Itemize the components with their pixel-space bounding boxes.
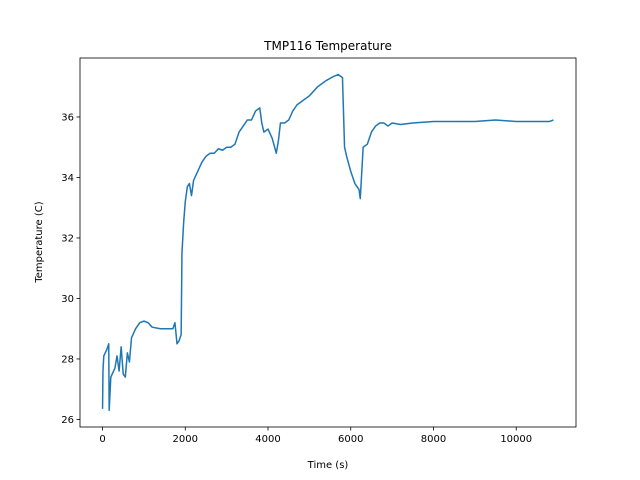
- y-tick-label: 34: [61, 173, 74, 184]
- x-tick-label: 10000: [500, 434, 532, 445]
- x-tick-label: 6000: [338, 434, 363, 445]
- y-tick-label: 28: [61, 354, 74, 365]
- y-axis-label: Temperature (C): [34, 201, 45, 283]
- y-tick-label: 30: [61, 294, 74, 305]
- x-tick-label: 0: [99, 434, 105, 445]
- x-tick-label: 8000: [421, 434, 446, 445]
- x-tick-label: 2000: [173, 434, 198, 445]
- chart-title: TMP116 Temperature: [263, 39, 392, 53]
- y-tick-label: 26: [61, 415, 74, 426]
- x-tick-label: 4000: [255, 434, 280, 445]
- plot-frame: [79, 57, 577, 428]
- y-tick-label: 32: [61, 233, 74, 244]
- y-tick-label: 36: [61, 112, 74, 123]
- line: [101, 73, 554, 412]
- x-axis-label: Time (s): [307, 460, 349, 471]
